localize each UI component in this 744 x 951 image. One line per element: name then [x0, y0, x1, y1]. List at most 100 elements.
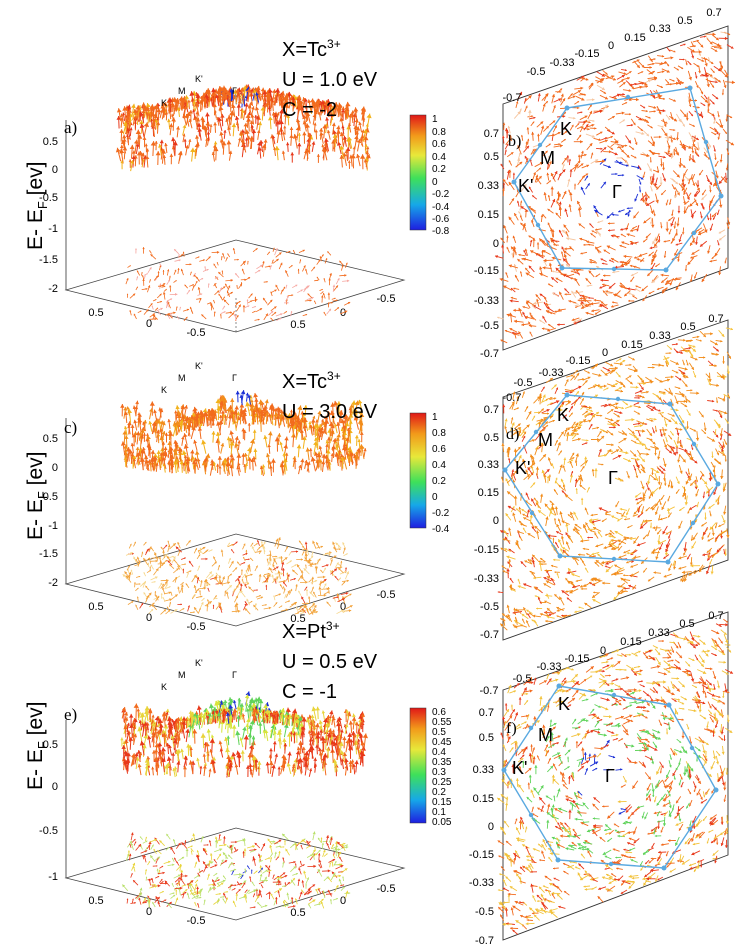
- svg-text:0: 0: [146, 318, 152, 330]
- svg-text:0: 0: [493, 238, 499, 250]
- svg-text:K': K': [518, 176, 533, 196]
- bz-points-d: [502, 392, 721, 565]
- svg-text:-0.33: -0.33: [549, 57, 574, 69]
- svg-text:0: 0: [432, 177, 438, 188]
- colorbar-ticks-c: 1 0.8 0.6 0.4 0.2 0 -0.2 -0.4: [432, 412, 450, 535]
- info-block-e: X=Pt3+ U = 0.5 eV C = -1: [282, 619, 378, 703]
- z-ticks-a: 0.5 0 -0.5 -1 -1.5 -2: [39, 136, 58, 295]
- map-axis-left-d: 0.7 0.5 0.33 0.15 0 -0.15 -0.33 -0.5 -0.…: [474, 404, 499, 641]
- panel-b: -0.7 -0.5 -0.33 -0.15 0 0.15 0.33 0.5 0.…: [474, 7, 735, 360]
- svg-text:-0.7: -0.7: [503, 92, 522, 104]
- svg-text:-0.15: -0.15: [574, 48, 599, 60]
- svg-text:-1.5: -1.5: [39, 548, 58, 560]
- map-axis-top-b: -0.7 -0.5 -0.33 -0.15 0 0.15 0.33 0.5 0.…: [503, 7, 722, 104]
- colorbar-ticks-e: 0.6 0.55 0.5 0.45 0.4 0.35 0.3 0.25 0.2 …: [432, 707, 452, 828]
- floor-spin-field-c: [122, 537, 353, 615]
- svg-text:-0.5: -0.5: [39, 192, 58, 204]
- svg-text:M: M: [178, 86, 186, 96]
- colorbar-a: [409, 114, 427, 231]
- svg-text:0.4: 0.4: [432, 152, 446, 163]
- y-axis-label-a: E- EF [ev]: [24, 162, 50, 250]
- svg-text:-0.8: -0.8: [432, 226, 450, 237]
- svg-text:0.7: 0.7: [484, 128, 499, 140]
- map-spin-field-f: [497, 618, 734, 935]
- svg-text:0.5: 0.5: [88, 307, 103, 319]
- map-axis-left-b: 0.7 0.5 0.33 0.15 0 -0.15 -0.33 -0.5 -0.…: [474, 128, 499, 360]
- svg-text:1: 1: [432, 114, 438, 125]
- panel-d: -0.7 -0.5 -0.33 -0.15 0 0.15 0.33 0.5 0.…: [474, 313, 734, 641]
- svg-text:-2: -2: [48, 283, 58, 295]
- map-labels-f: K M K' Γ f): [506, 694, 615, 786]
- colorbar-ticks-a: 1 0.8 0.6 0.4 0.2 0 -0.2 -0.4 -0.6 -0.8: [432, 114, 450, 237]
- panel-e: E- EF [ev] 0.5 0 -0.5 -1 0.5 0 -0.5 0.5 …: [24, 619, 452, 927]
- floor-ticks-c: 0.5 0 -0.5 0.5 0 -0.5: [88, 589, 395, 633]
- surface-spin-field-c: [120, 390, 367, 477]
- svg-text:0.5: 0.5: [43, 433, 58, 445]
- svg-text:-0.5: -0.5: [527, 66, 546, 78]
- svg-text:-0.5: -0.5: [187, 327, 206, 339]
- svg-text:-0.5: -0.5: [39, 491, 58, 503]
- info-block-a: X=Tc3+ U = 1.0 eV C = -2: [282, 37, 378, 121]
- svg-text:0.2: 0.2: [432, 164, 446, 175]
- svg-text:0: 0: [52, 164, 58, 176]
- svg-text:0.15: 0.15: [478, 209, 499, 221]
- floor-ticks-a: 0.5 0 -0.5 0.5 0 -0.5: [88, 293, 395, 339]
- svg-text:-0.4: -0.4: [432, 202, 450, 213]
- svg-text:0.6: 0.6: [432, 139, 446, 150]
- panel-label-a: a): [64, 118, 77, 137]
- floor-spin-field-e: [121, 831, 351, 909]
- svg-text:-1: -1: [48, 520, 58, 532]
- svg-text:0.5: 0.5: [677, 15, 692, 27]
- svg-text:-0.5: -0.5: [187, 621, 206, 633]
- svg-text:-0.5: -0.5: [480, 320, 499, 332]
- svg-text:-0.7: -0.7: [480, 348, 499, 360]
- map-labels-b: K M K' Γ b): [508, 119, 622, 202]
- svg-text:C = -2: C = -2: [282, 99, 337, 121]
- y-axis-label-e: E- EF [ev]: [24, 702, 50, 790]
- svg-text:b): b): [508, 133, 521, 150]
- hs-labels-c: K M K' Γ: [161, 361, 237, 395]
- svg-text:-2: -2: [48, 577, 58, 589]
- svg-text:0.8: 0.8: [432, 127, 446, 138]
- svg-text:-1: -1: [48, 223, 58, 235]
- svg-text:-0.5: -0.5: [377, 589, 396, 601]
- svg-text:K: K: [161, 98, 167, 108]
- svg-text:0.33: 0.33: [478, 180, 499, 192]
- panel-label-c: c): [64, 418, 77, 437]
- svg-text:K': K': [195, 74, 203, 84]
- svg-text:0.33: 0.33: [649, 23, 670, 35]
- panel-c: E- EF [ev] 0.5 0 -0.5 -1 -1.5 -2 0.5 0 -…: [24, 361, 450, 633]
- svg-text:0.5: 0.5: [43, 136, 58, 148]
- panel-label-e: e): [64, 705, 77, 724]
- panel-a: E- EF [ev] 0.5 0 -0.5 -1 -1.5 -2 0.5 0 -…: [24, 37, 450, 339]
- map-axis-top-d: -0.7 -0.5 -0.33 -0.15 0 0.15 0.33 0.5 0.…: [503, 313, 724, 404]
- svg-text:K: K: [560, 119, 572, 139]
- svg-text:-0.15: -0.15: [474, 265, 499, 277]
- panel-f: -0.7 -0.5 -0.33 -0.15 0 0.15 0.33 0.5 0.…: [469, 610, 734, 947]
- hs-labels-e: K M K' Γ: [161, 658, 237, 692]
- svg-text:0.5: 0.5: [484, 151, 499, 163]
- floor-plane-c: [64, 533, 406, 627]
- floor-ticks-e: 0.5 0 -0.5 0.5 0 -0.5: [88, 883, 395, 927]
- svg-text:-0.6: -0.6: [432, 214, 450, 225]
- map-spin-field-b: [494, 31, 735, 344]
- svg-text:0: 0: [52, 462, 58, 474]
- svg-text:0: 0: [608, 40, 614, 52]
- bz-points-f: [501, 683, 719, 871]
- map-axis-top-f: -0.7 -0.5 -0.33 -0.15 0 0.15 0.33 0.5 0.…: [480, 610, 724, 697]
- surface-spin-field-e: [120, 691, 368, 778]
- info-block-c: X=Tc3+ U = 3.0 eV: [282, 369, 378, 423]
- svg-text:-1.5: -1.5: [39, 254, 58, 266]
- surface-spin-field-a: [115, 84, 372, 172]
- svg-text:-0.5: -0.5: [377, 293, 396, 305]
- floor-spin-field-a: [125, 247, 351, 322]
- svg-text:0.5: 0.5: [88, 601, 103, 613]
- svg-text:Γ: Γ: [232, 86, 237, 96]
- map-frame-b: [502, 25, 729, 351]
- hs-labels-a: K M K' Γ: [161, 74, 237, 108]
- colorbar-c: [409, 412, 427, 529]
- svg-text:0.7: 0.7: [706, 7, 721, 19]
- svg-text:0.15: 0.15: [624, 32, 645, 44]
- svg-text:-0.2: -0.2: [432, 189, 450, 200]
